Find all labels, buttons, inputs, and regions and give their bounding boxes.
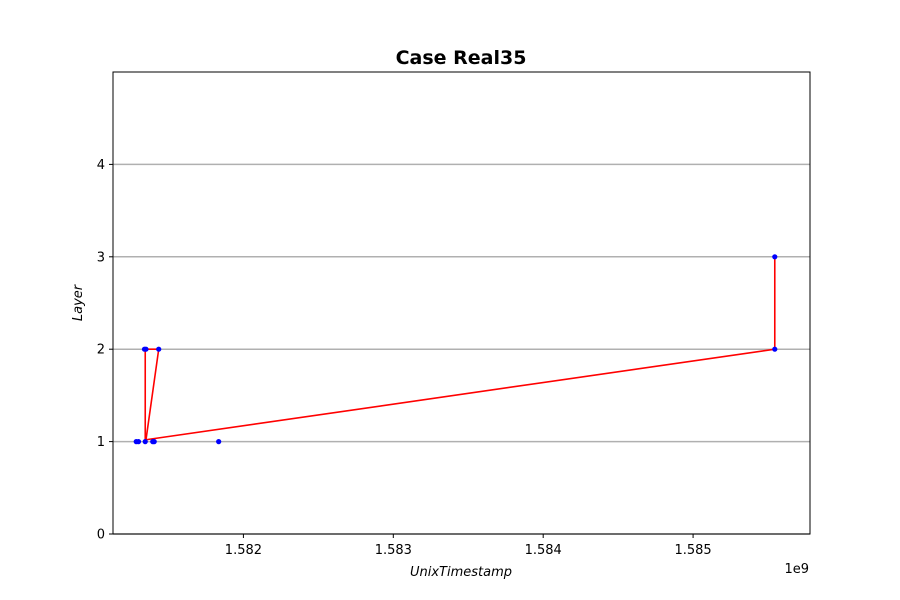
grid-lines xyxy=(113,163,810,535)
x-axis-label: UnixTimestamp xyxy=(410,565,512,580)
axes-frame xyxy=(112,71,811,535)
data-point xyxy=(143,346,149,352)
data-point xyxy=(772,254,778,260)
series-line xyxy=(144,256,776,443)
y-tick-label: 3 xyxy=(97,250,105,265)
data-point xyxy=(142,439,148,445)
x-tick-label: 1.584 xyxy=(525,543,562,558)
y-tick-label: 0 xyxy=(97,528,105,543)
plot-series xyxy=(133,254,778,445)
axis-ticks: 0 1 2 3 4 1.582 1.583 1.584 1.585 xyxy=(97,158,712,558)
chart-title: Case Real35 xyxy=(396,47,527,69)
y-tick-label: 2 xyxy=(97,343,105,358)
data-point xyxy=(216,439,222,445)
x-tick-label: 1.582 xyxy=(225,543,262,558)
y-tick-label: 1 xyxy=(97,435,105,450)
y-tick-label: 4 xyxy=(97,158,105,173)
x-axis-offset-label: 1e9 xyxy=(784,562,809,577)
y-axis-label: Layer xyxy=(71,283,86,321)
data-point xyxy=(135,439,142,445)
data-point xyxy=(151,439,157,445)
x-tick-label: 1.583 xyxy=(375,543,412,558)
x-tick-label: 1.585 xyxy=(674,543,711,558)
data-point xyxy=(156,346,162,352)
data-point xyxy=(772,346,778,352)
